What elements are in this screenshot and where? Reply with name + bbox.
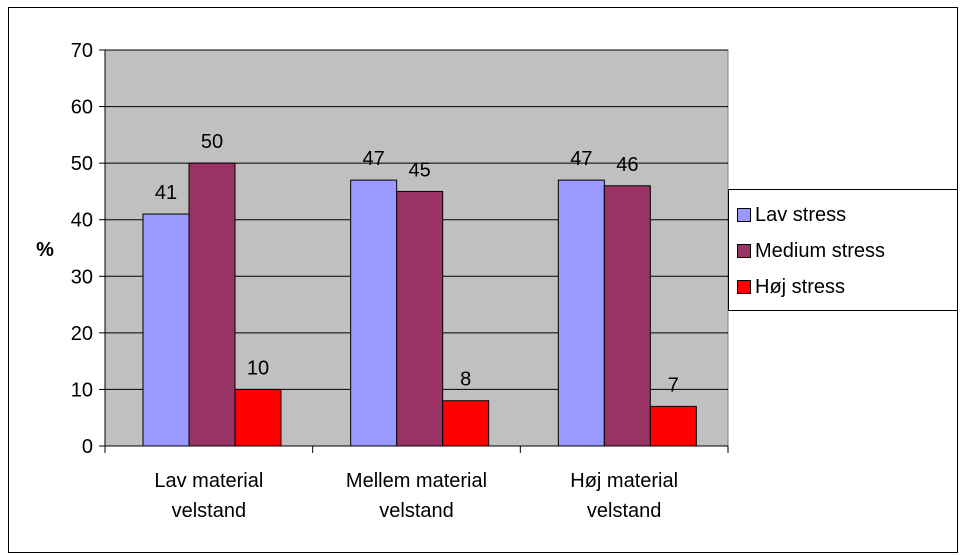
legend-label: Høj stress xyxy=(755,275,845,298)
bar xyxy=(142,213,190,447)
bar xyxy=(350,179,398,447)
legend-item-medium-stress: Medium stress xyxy=(737,239,885,263)
category-label: Mellem material xyxy=(346,470,487,492)
data-label: 46 xyxy=(616,154,638,176)
bar xyxy=(188,162,236,447)
data-label: 41 xyxy=(155,182,177,204)
legend-item-hoj-stress: Høj stress xyxy=(737,275,845,299)
y-tick-label: 30 xyxy=(71,266,93,288)
y-tick-label: 40 xyxy=(71,210,93,232)
category-label: Høj material xyxy=(570,470,678,492)
bar xyxy=(396,190,444,447)
legend-label: Lav stress xyxy=(755,203,847,226)
category-label: velstand xyxy=(172,500,247,522)
data-label: 47 xyxy=(570,148,592,170)
bar xyxy=(557,179,605,447)
data-label: 45 xyxy=(409,159,431,181)
category-label: Lav material xyxy=(154,470,263,492)
bar xyxy=(234,388,282,447)
y-tick-label: 0 xyxy=(82,436,93,458)
data-label: 47 xyxy=(363,148,385,170)
legend-swatch-hoj-stress xyxy=(737,280,751,294)
legend-swatch-lav-stress xyxy=(737,208,751,222)
bar xyxy=(649,405,697,447)
legend-item-lav-stress: Lav stress xyxy=(737,203,846,227)
y-axis-label: % xyxy=(36,239,54,261)
legend: Lav stress Medium stress Høj stress xyxy=(728,189,958,311)
y-tick-label: 20 xyxy=(71,323,93,345)
legend-swatch-medium-stress xyxy=(737,244,751,258)
data-label: 8 xyxy=(460,369,471,391)
y-tick-label: 10 xyxy=(71,379,93,401)
data-label: 7 xyxy=(668,374,679,396)
legend-label: Medium stress xyxy=(755,239,886,262)
category-label: velstand xyxy=(587,500,662,522)
y-tick-label: 60 xyxy=(71,97,93,119)
bar xyxy=(603,185,651,447)
data-label: 50 xyxy=(201,131,223,153)
y-tick-label: 50 xyxy=(71,153,93,175)
category-label: velstand xyxy=(379,500,454,522)
y-tick-label: 70 xyxy=(71,40,93,62)
bar xyxy=(442,400,490,447)
data-label: 10 xyxy=(247,357,269,379)
